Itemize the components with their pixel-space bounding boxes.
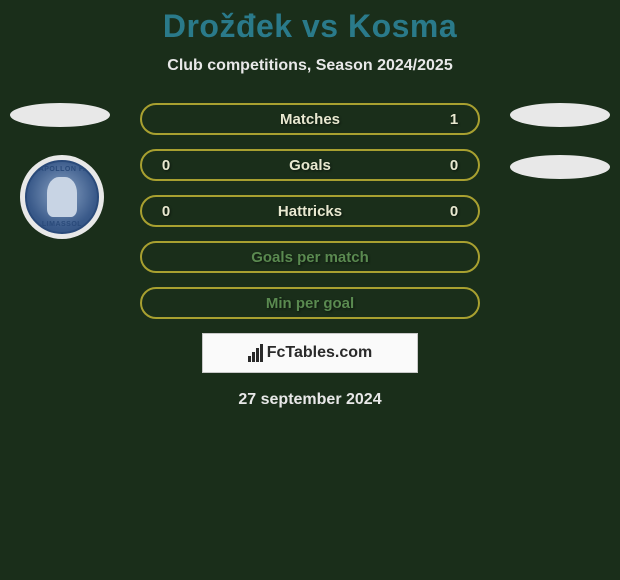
stat-value-right: 0 [444, 157, 464, 174]
fctables-label: FcTables.com [267, 344, 373, 362]
stat-label: Min per goal [266, 295, 354, 312]
subtitle: Club competitions, Season 2024/2025 [0, 57, 620, 75]
player-right-ellipse-2 [510, 155, 610, 179]
stat-row: 0 Hattricks 0 [140, 195, 480, 227]
bar-chart-icon [248, 344, 263, 362]
stat-value-right: 1 [444, 111, 464, 128]
stat-row: Matches 1 [140, 103, 480, 135]
stat-row: 0 Goals 0 [140, 149, 480, 181]
fctables-attribution[interactable]: FcTables.com [202, 333, 418, 373]
stat-value-left: 0 [156, 157, 176, 174]
page-title: Drožđek vs Kosma [0, 8, 620, 45]
stat-label: Goals [289, 157, 331, 174]
comparison-card: Drožđek vs Kosma Club competitions, Seas… [0, 0, 620, 409]
stat-row: Min per goal [140, 287, 480, 319]
badge-top-text: APOLLON F. [27, 166, 97, 173]
club-badge-inner: APOLLON F. LIMASSOL [25, 160, 99, 234]
player-right-ellipse-1 [510, 103, 610, 127]
stat-value-right: 0 [444, 203, 464, 220]
stat-label: Hattricks [278, 203, 342, 220]
stat-value-left: 0 [156, 203, 176, 220]
club-badge: APOLLON F. LIMASSOL [20, 155, 104, 239]
date-label: 27 september 2024 [0, 391, 620, 409]
stat-row: Goals per match [140, 241, 480, 273]
stat-label: Matches [280, 111, 340, 128]
stats-area: APOLLON F. LIMASSOL Matches 1 0 Goals 0 0 Hatt… [0, 103, 620, 409]
badge-figure [47, 177, 77, 217]
badge-bottom-text: LIMASSOL [27, 221, 97, 228]
player-left-ellipse [10, 103, 110, 127]
stat-label: Goals per match [251, 249, 369, 266]
